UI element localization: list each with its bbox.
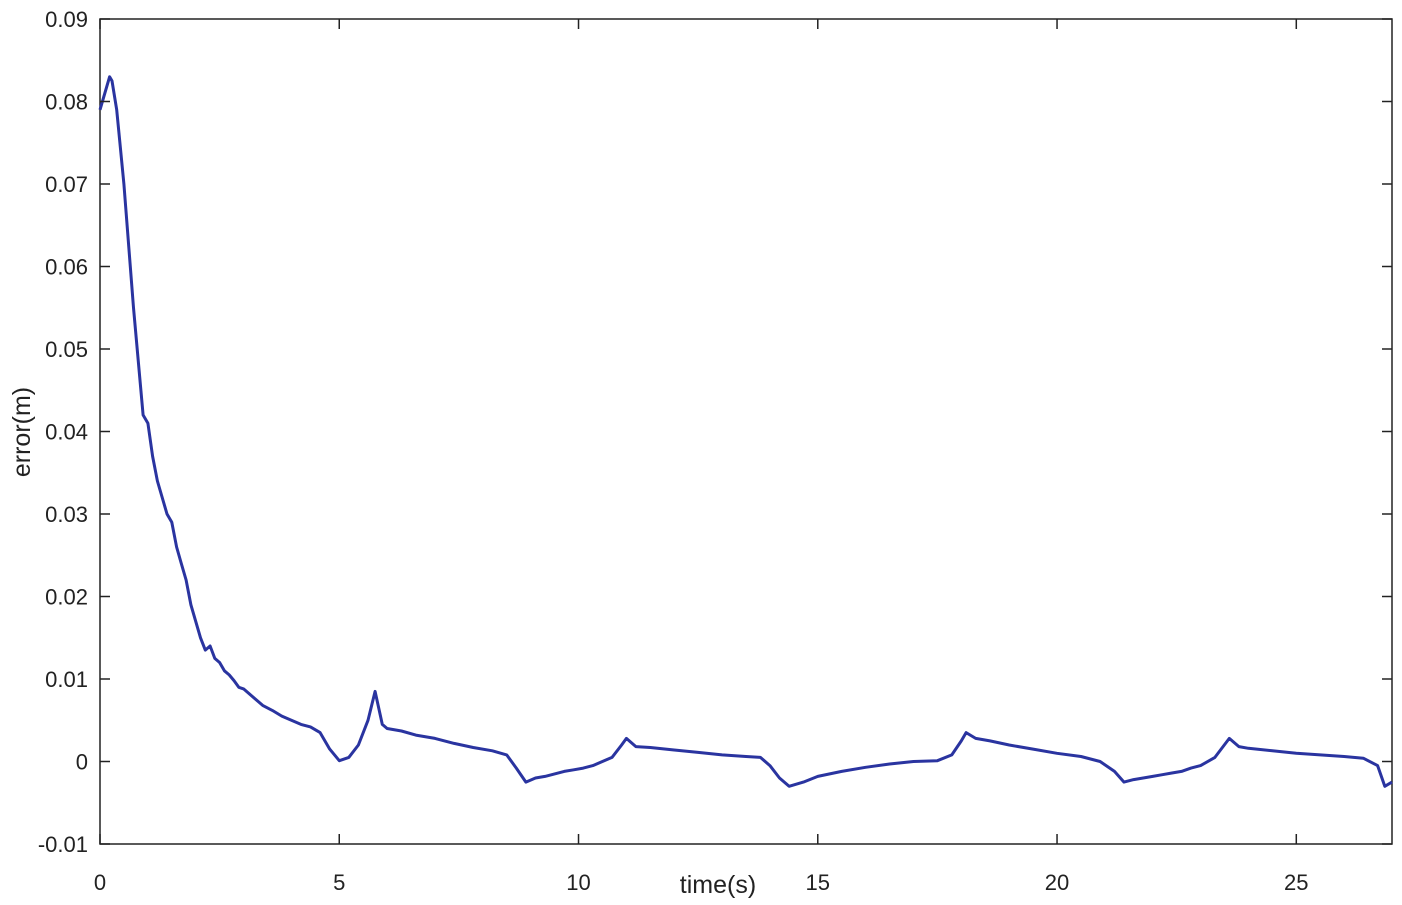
- y-tick-label: 0.03: [45, 502, 88, 527]
- x-tick-label: 10: [566, 870, 590, 895]
- x-tick-label: 15: [806, 870, 830, 895]
- x-tick-label: 25: [1284, 870, 1308, 895]
- y-tick-label: 0.04: [45, 420, 88, 445]
- y-tick-label: 0.08: [45, 90, 88, 115]
- y-axis-ticks: -0.01 0 0.01 0.02 0.03 0.04 0.05 0.06 0.07 0.08 0.…: [38, 7, 1392, 857]
- y-tick-label: -0.01: [38, 832, 88, 857]
- y-axis-label: error(m): [8, 387, 36, 477]
- x-tick-label: 0: [94, 870, 106, 895]
- series-line: [98, 75, 1393, 788]
- x-tick-label: 20: [1045, 870, 1069, 895]
- x-tick-label: 5: [333, 870, 345, 895]
- y-tick-label: 0.05: [45, 337, 88, 362]
- y-tick-label: 0.09: [45, 7, 88, 32]
- x-axis-ticks: 0 5 10 15 20 25: [94, 19, 1309, 895]
- y-tick-label: 0: [76, 750, 88, 775]
- y-tick-label: 0.01: [45, 667, 88, 692]
- y-tick-label: 0.02: [45, 585, 88, 610]
- y-tick-label: 0.07: [45, 172, 88, 197]
- y-tick-label: 0.06: [45, 255, 88, 280]
- plot-area: [98, 18, 1393, 845]
- x-axis-label: time(s): [680, 871, 756, 899]
